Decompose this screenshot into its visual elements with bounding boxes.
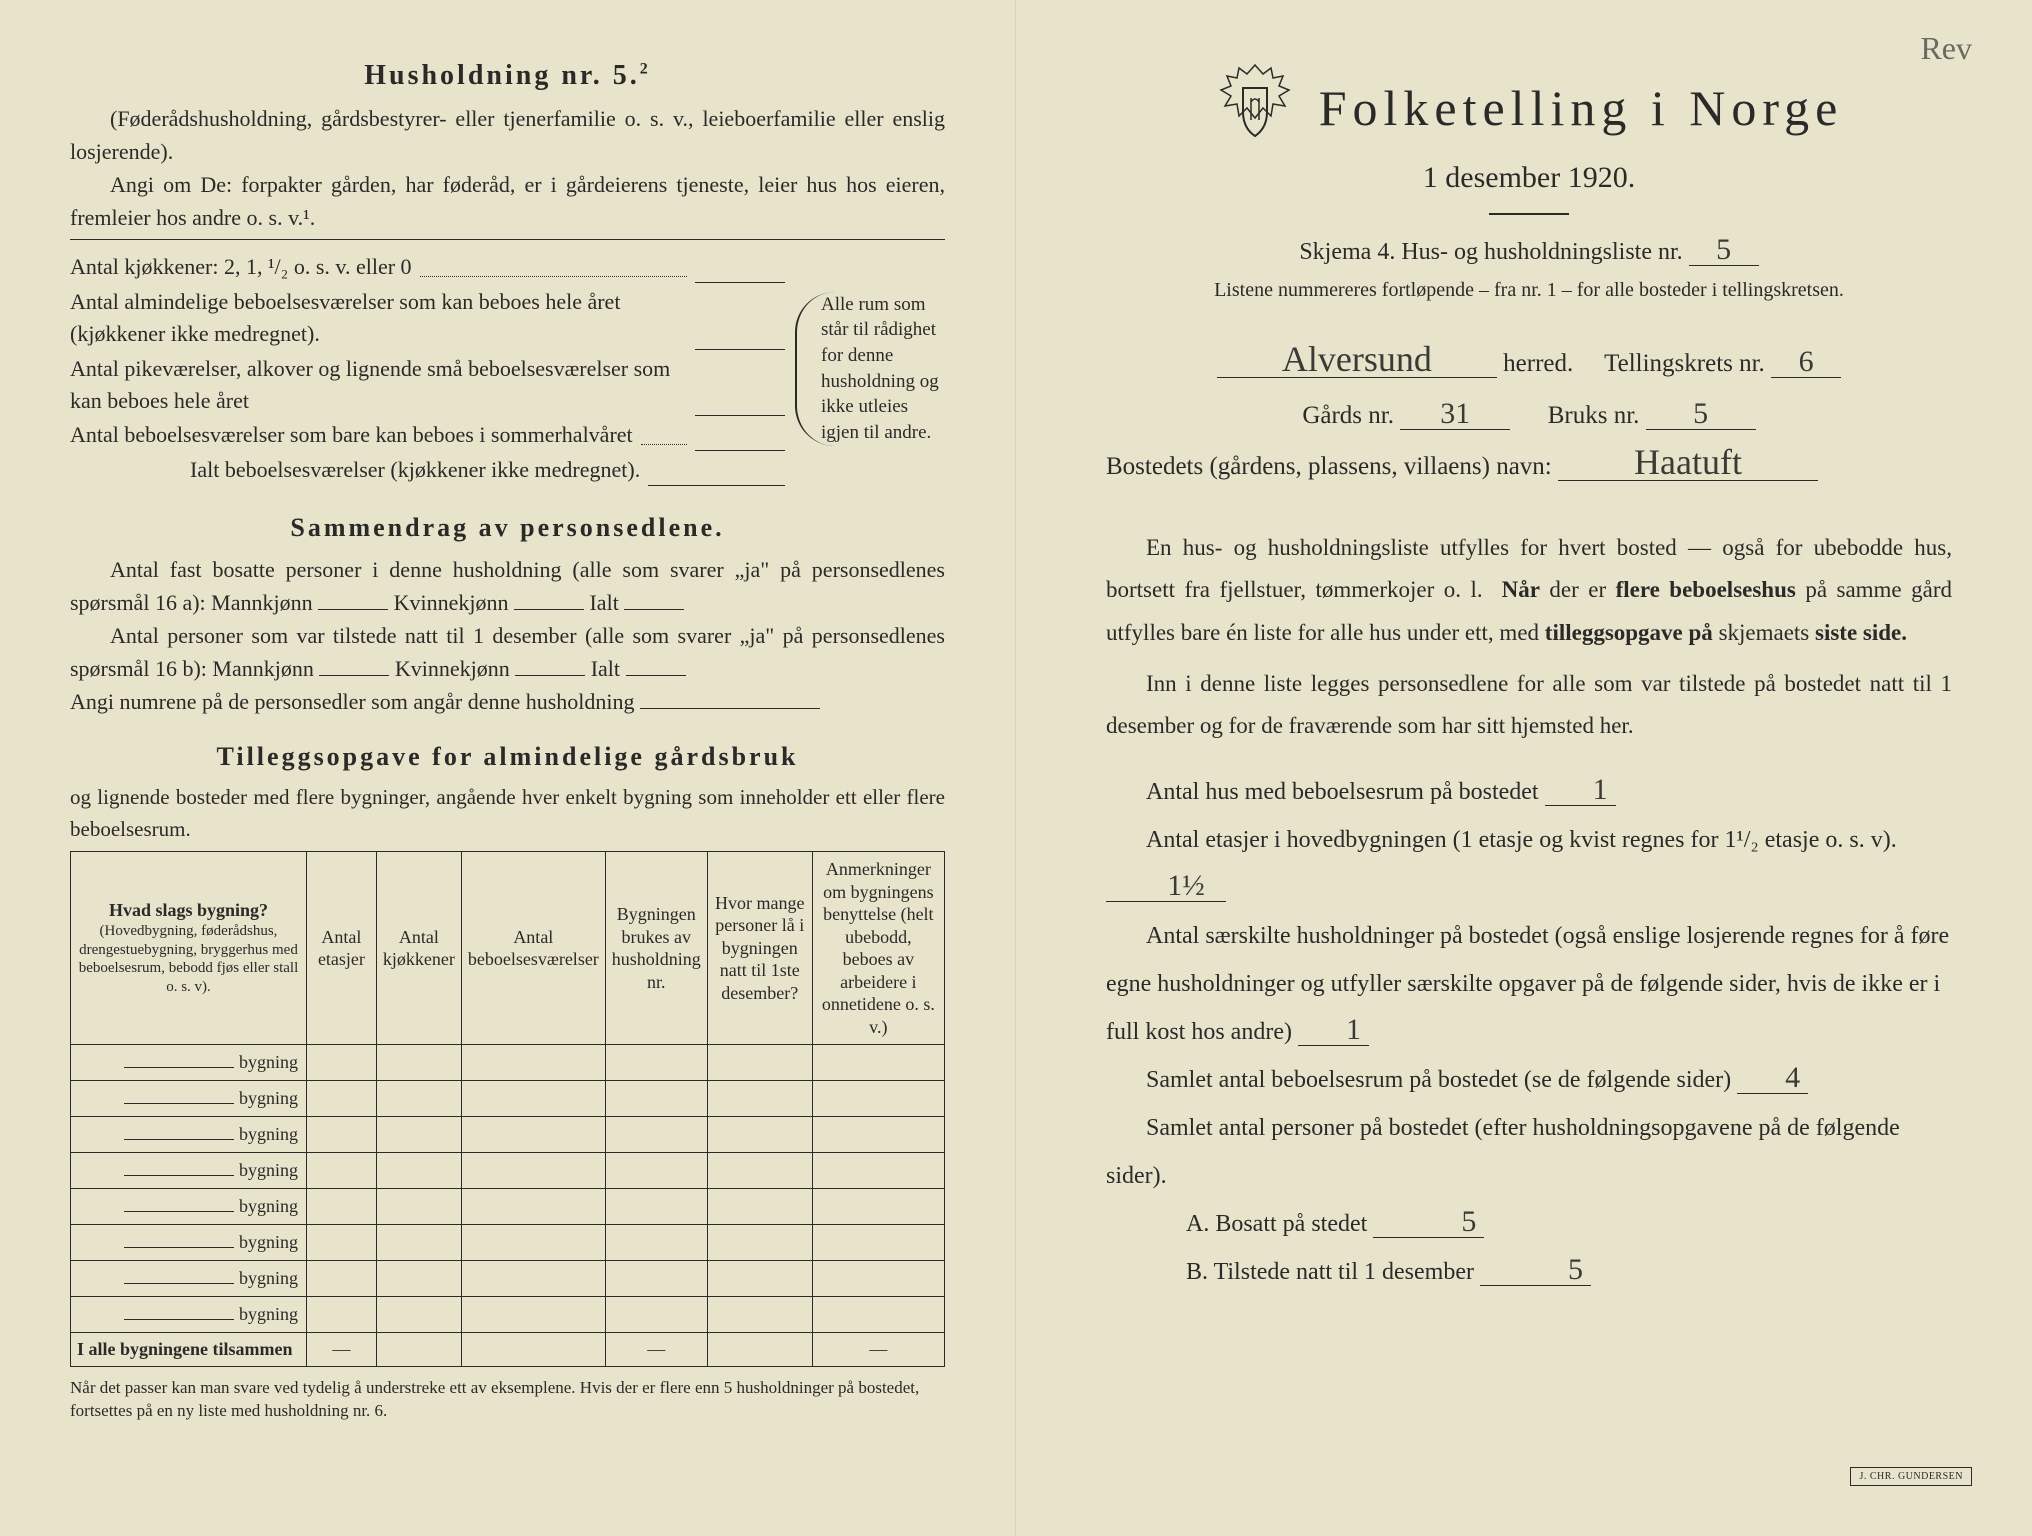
th-0: Hvad slags bygning? (109, 900, 268, 920)
total-rooms-row: Ialt beboelsesværelser (kjøkkener ikke m… (70, 454, 785, 486)
divider (1489, 213, 1569, 215)
coat-of-arms-icon (1215, 60, 1295, 155)
antal-hus-value: 1 (1545, 775, 1616, 806)
table-row: bygning (71, 1081, 945, 1117)
rooms-brace-group: Antal kjøkkener: 2, 1, ¹/₂ o. s. v. elle… (70, 248, 945, 489)
th-4: Bygningen brukes av husholdning nr. (605, 852, 707, 1045)
building-table: Hvad slags bygning?(Hovedbygning, føderå… (70, 851, 945, 1367)
tellingskrets-value: 6 (1771, 347, 1841, 378)
herred-value: Alversund (1217, 341, 1497, 378)
samlet-personer-line: Samlet antal personer på bostedet (efter… (1106, 1104, 1952, 1200)
gards-value: 31 (1400, 399, 1510, 430)
tilstede-value: 5 (1480, 1255, 1591, 1286)
th-2: Antal kjøkkener (376, 852, 461, 1045)
etasjer-line: Antal etasjer i hovedbygningen (1 etasje… (1106, 816, 1952, 912)
bosted-line: Bostedets (gårdens, plassens, villaens) … (1106, 443, 1952, 491)
tilstede-line: B. Tilstede natt til 1 desember 5 (1106, 1248, 1952, 1296)
husholdninger-line: Antal særskilte husholdninger på bostede… (1106, 912, 1952, 1056)
gards-line: Gårds nr. 31 Bruks nr. 5 (1106, 392, 1952, 440)
building-table-body: bygning bygning bygning bygning bygning … (71, 1045, 945, 1367)
household-title: Husholdning nr. 5.2 (70, 60, 945, 92)
skjema-value: 5 (1689, 235, 1759, 266)
skjema-line: Skjema 4. Hus- og husholdningsliste nr. … (1106, 233, 1952, 271)
intro-1: (Føderådshusholdning, gårdsbestyrer- ell… (70, 102, 945, 168)
table-row: bygning (71, 1225, 945, 1261)
table-header-row: Hvad slags bygning?(Hovedbygning, føderå… (71, 852, 945, 1045)
th-6: Anmerkninger om bygningens benyttelse (h… (812, 852, 944, 1045)
samlet-rum-value: 4 (1737, 1063, 1808, 1094)
table-row: bygning (71, 1297, 945, 1333)
table-row: bygning (71, 1117, 945, 1153)
table-row: bygning (71, 1153, 945, 1189)
th-0-sub: (Hovedbygning, føderådshus, drengestueby… (77, 922, 300, 997)
title-superscript: 2 (640, 61, 651, 78)
kitchens-row: Antal kjøkkener: 2, 1, ¹/₂ o. s. v. elle… (70, 251, 785, 283)
maids-rooms-row: Antal pikeværelser, alkover og lignende … (70, 353, 785, 417)
instruction-para-2: Inn i denne liste legges personsedlene f… (1106, 663, 1952, 748)
th-3: Antal beboelsesværelser (461, 852, 605, 1045)
footnote: Når det passer kan man svare ved tydelig… (70, 1377, 945, 1423)
summary-line-2: Antal personer som var tilstede natt til… (70, 619, 945, 685)
crest-svg (1215, 60, 1295, 155)
ordinary-rooms-row: Antal almindelige beboelsesværelser som … (70, 286, 785, 350)
summary-title: Sammendrag av personsedlene. (70, 513, 945, 543)
handwritten-annotation: Rev (1920, 30, 1972, 67)
instruction-para-1: En hus- og husholdningsliste utfylles fo… (1106, 527, 1952, 655)
tillegg-title: Tilleggsopgave for almindelige gårdsbruk (70, 742, 945, 772)
herred-line: Alversund herred. Tellingskrets nr. 6 (1106, 340, 1952, 388)
table-row: bygning (71, 1189, 945, 1225)
list-note: Listene nummereres fortløpende – fra nr.… (1106, 279, 1952, 302)
bosatt-line: A. Bosatt på stedet 5 (1106, 1200, 1952, 1248)
bosted-value: Haatuft (1558, 444, 1818, 481)
table-total-row: I alle bygningene tilsammen——— (71, 1333, 945, 1367)
tillegg-sub: og lignende bosteder med flere bygninger… (70, 782, 945, 845)
census-date: 1 desember 1920. (1106, 161, 1952, 195)
bruks-value: 5 (1646, 399, 1756, 430)
summary-line-1: Antal fast bosatte personer i denne hush… (70, 553, 945, 619)
brace-annotation: Alle rum som står til rådighet for denne… (795, 292, 945, 446)
intro-2: Angi om De: forpakter gården, har føderå… (70, 168, 945, 234)
header-block: Folketelling i Norge 1 desember 1920. Sk… (1106, 60, 1952, 302)
table-row: bygning (71, 1261, 945, 1297)
antal-hus-line: Antal hus med beboelsesrum på bostedet 1 (1106, 768, 1952, 816)
etasjer-value: 1½ (1106, 871, 1226, 902)
hushold-value: 1 (1298, 1015, 1369, 1046)
bosatt-value: 5 (1373, 1207, 1484, 1238)
table-row: bygning (71, 1045, 945, 1081)
right-page: Rev Folketelling i Norge 1 desember 1920… (1016, 0, 2032, 1536)
angi-line: Angi numrene på de personsedler som angå… (70, 685, 945, 718)
main-title: Folketelling i Norge (1319, 79, 1844, 137)
samlet-rum-line: Samlet antal beboelsesrum på bostedet (s… (1106, 1056, 1952, 1104)
left-page: Husholdning nr. 5.2 (Føderådshusholdning… (0, 0, 1016, 1536)
blank-line (70, 234, 945, 240)
summer-rooms-row: Antal beboelsesværelser som bare kan beb… (70, 419, 785, 451)
th-1: Antal etasjer (306, 852, 376, 1045)
printer-stamp: J. CHR. GUNDERSEN (1850, 1467, 1972, 1486)
th-5: Hvor mange personer lå i bygningen natt … (707, 852, 812, 1045)
household-title-text: Husholdning nr. 5. (364, 60, 640, 91)
